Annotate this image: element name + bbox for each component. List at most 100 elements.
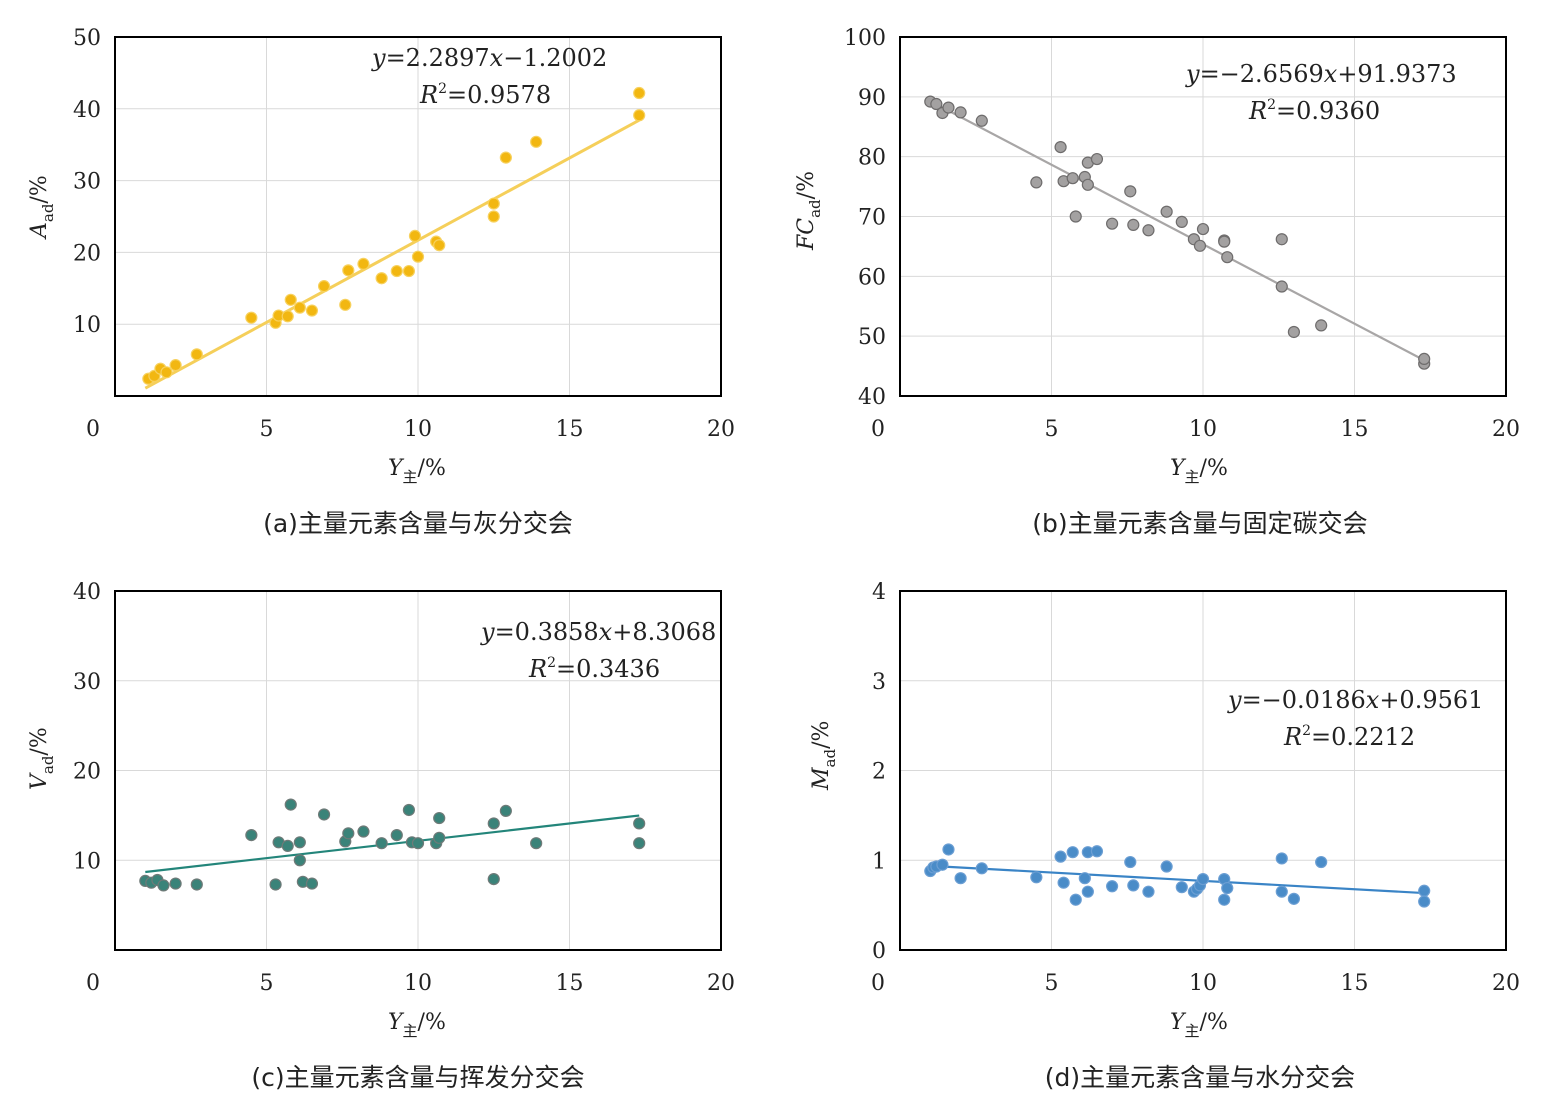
data-point [281,839,294,852]
x-tick-label: 5 [260,971,274,996]
data-point [1057,876,1070,889]
x-tick-label: 10 [1189,417,1217,442]
plot-frame [114,36,722,397]
data-point [942,101,955,114]
data-point [1030,176,1043,189]
y-tick-label: 50 [73,26,101,51]
data-point [157,879,170,892]
data-point [1175,881,1188,894]
data-point [293,854,306,867]
data-point [1142,224,1155,237]
y-tick-label: 3 [872,670,886,695]
data-point [1275,885,1288,898]
x-tick-label: 15 [556,417,584,442]
x-tick-label: 0 [86,971,100,996]
data-point [269,878,282,891]
data-point [1315,319,1328,332]
data-point [293,836,306,849]
data-point [930,97,943,111]
data-point [1090,152,1104,166]
data-point [1081,885,1094,898]
data-point [1218,235,1231,248]
plot-frame [114,590,722,951]
trend-equation: y=2.2897x−1.2002 [371,44,607,72]
y-axis-label: Mad/% [809,721,839,791]
panel-c: 0 5 10 15 20 10 20 30 40 y=0.3858x+8.3068 R2=0.3… [27,580,735,1092]
data-point [402,264,416,278]
data-point [281,310,294,323]
data-point [936,858,949,871]
x-tick-label: 20 [707,417,735,442]
x-tick-label: 15 [1341,417,1369,442]
data-point [1081,178,1094,191]
data-point [433,239,446,252]
x-axis-label: Y主/% [1170,1010,1228,1040]
data-point [633,86,646,100]
y-axis-label: Aad/% [27,175,57,240]
x-tick-label: 0 [86,417,100,442]
panel-caption: (d)主量元素含量与水分交会 [1045,1063,1355,1092]
panel-caption: (b)主量元素含量与固定碳交会 [1032,509,1367,538]
data-point [1196,872,1210,886]
y-tick-label: 40 [858,385,886,410]
data-point [499,804,512,817]
data-point [160,366,173,379]
data-point [487,817,500,830]
data-point [487,210,500,223]
data-point [375,837,388,850]
x-tick-label: 5 [260,417,274,442]
y-tick-label: 10 [73,313,101,338]
trend-line [144,118,640,390]
data-point [1275,280,1288,293]
x-tick-label: 20 [1492,417,1520,442]
data-point [1090,845,1104,858]
data-point [1127,218,1140,231]
data-point [1078,872,1091,885]
data-point [390,264,403,278]
data-point [305,304,319,317]
data-point [975,114,988,127]
trend-equation: y=0.3858x+8.3068 [480,618,716,646]
y-tick-label: 20 [73,760,101,785]
data-point [1105,217,1119,230]
data-point [408,229,422,242]
data-point [1221,251,1234,264]
data-point [357,257,370,270]
x-axis-label: Y主/% [388,456,446,486]
data-point [975,862,988,875]
data-point [1275,852,1288,865]
plot-frame [899,36,1507,397]
data-point [1315,855,1328,869]
x-tick-label: 10 [404,971,432,996]
data-point [342,264,355,277]
x-tick-label: 10 [404,417,432,442]
data-point [284,798,297,811]
data-point [342,827,355,840]
data-point [487,872,500,886]
x-tick-label: 15 [1341,971,1369,996]
trend-line [929,100,1425,362]
data-point [390,829,403,842]
y-tick-label: 0 [872,939,886,964]
data-point [1030,871,1043,884]
plot-frame [899,590,1507,951]
data-point [375,272,388,285]
y-tick-label: 1 [872,849,886,874]
panel-caption: (a)主量元素含量与灰分交会 [263,509,573,538]
data-point [530,135,543,148]
r-squared: R2=0.3436 [528,655,660,683]
y-tick-label: 70 [858,206,886,231]
data-point [487,197,500,210]
data-point [245,311,258,324]
data-point [1193,239,1207,252]
y-tick-label: 4 [872,580,886,605]
data-point [305,877,319,890]
data-point [1218,893,1231,906]
x-tick-label: 20 [707,971,735,996]
data-point [190,348,203,361]
x-axis-label: Y主/% [1170,456,1228,486]
data-point [339,298,352,311]
y-tick-label: 2 [872,760,886,785]
data-point [169,877,182,890]
